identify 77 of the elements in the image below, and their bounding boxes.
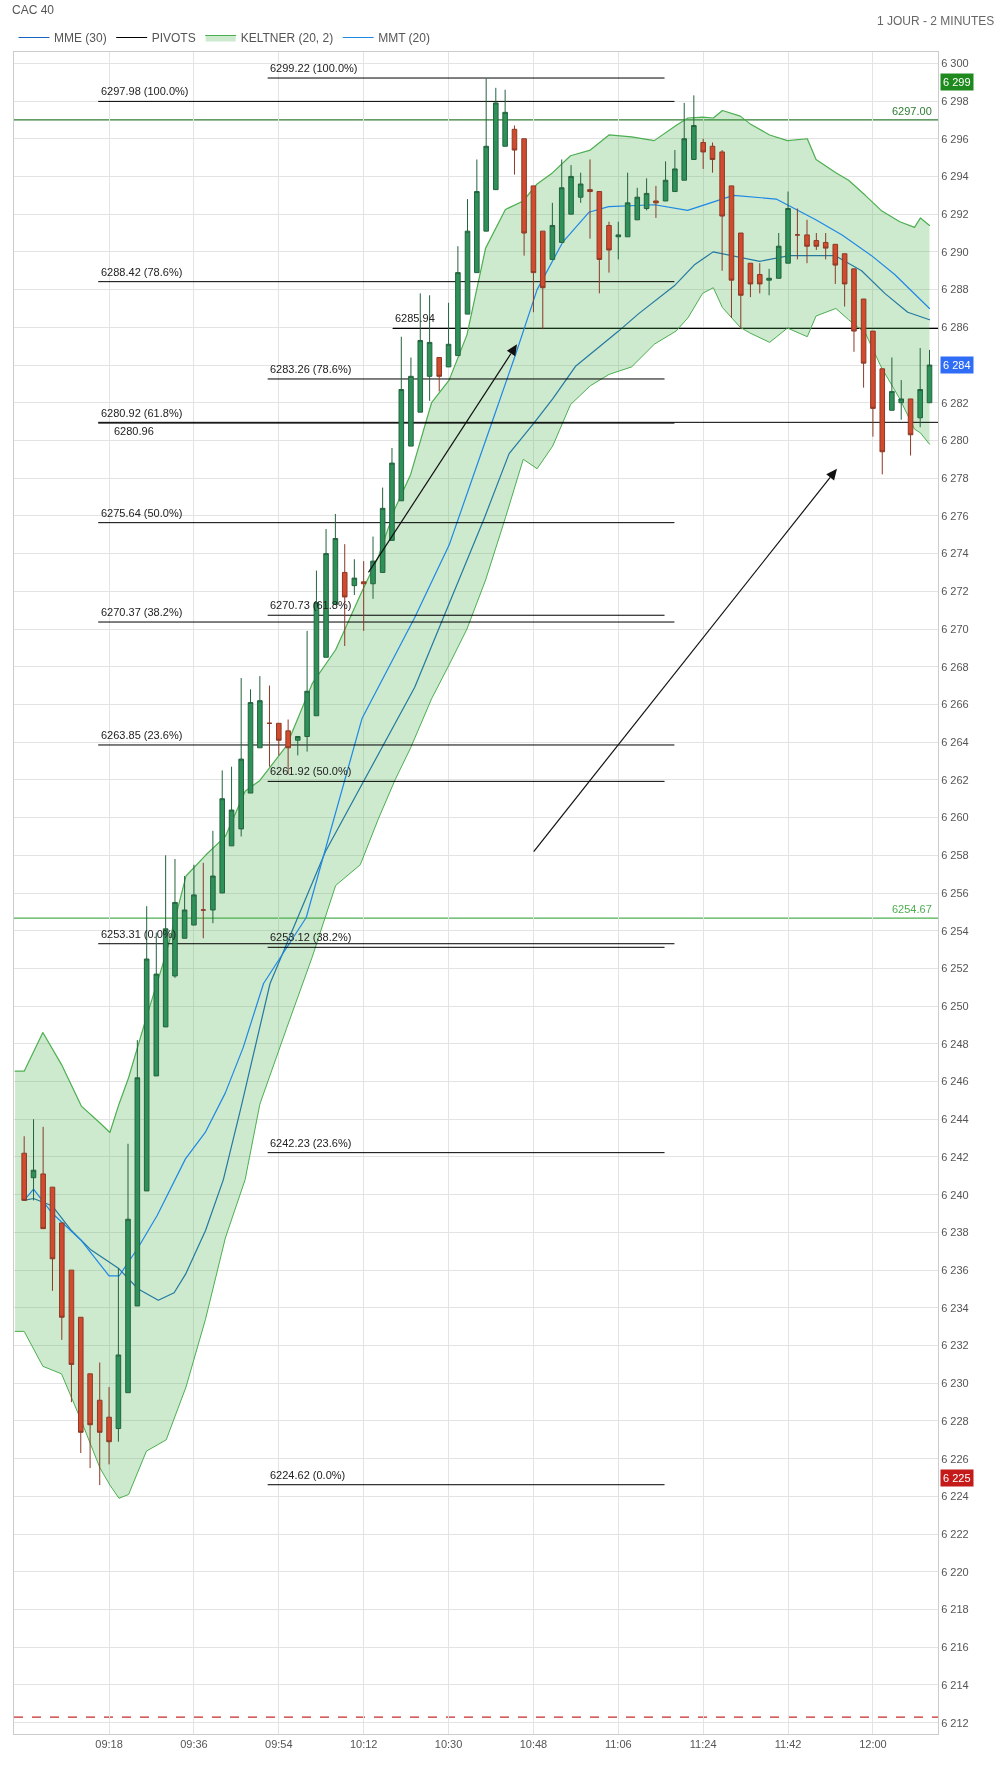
y-tick-label: 6 232 [941,1339,969,1352]
y-tick-label: 6 218 [941,1603,969,1616]
annotation: 6 225 [943,1472,971,1484]
y-tick-label: 6 278 [941,472,969,485]
y-tick-label: 6 248 [941,1037,969,1050]
annotation: 6283.26 (78.6%) [270,363,352,375]
y-tick-label: 6 246 [941,1075,969,1088]
y-tick-label: 6 220 [941,1565,969,1578]
y-tick-label: 6 252 [941,962,969,975]
annotation: 6261.92 (50.0%) [270,765,352,777]
x-tick-label: 10:48 [519,1738,548,1751]
y-tick-label: 6 250 [941,999,969,1012]
y-tick-label: 6 258 [941,849,969,862]
y-tick-label: 6 282 [941,396,969,409]
y-tick-label: 6 242 [941,1150,969,1163]
y-tick-label: 6 230 [941,1377,969,1390]
y-tick-label: 6 236 [941,1263,969,1276]
y-tick-label: 6 264 [941,736,969,748]
y-tick-label: 6 234 [941,1301,969,1314]
y-tick-label: 6 298 [941,94,969,107]
y-tick-label: 6 300 [941,57,969,70]
chart-subtitle: 1 JOUR - 2 MINUTES [877,14,995,28]
x-tick-label: 11:42 [774,1738,802,1751]
annotation: 6275.64 (50.0%) [101,507,183,519]
legend-label: MME (30) [54,31,107,46]
annotation: 6280.92 (61.8%) [101,407,183,419]
annotation: 6288.42 (78.6%) [101,266,183,278]
annotation: 6299.22 (100.0%) [270,62,358,74]
y-tick-label: 6 240 [941,1188,969,1201]
annotation: 6224.62 (0.0%) [270,1469,346,1481]
x-tick-label: 09:18 [95,1738,123,1751]
y-tick-label: 6 256 [941,886,969,899]
y-tick-label: 6 296 [941,132,969,145]
y-tick-label: 6 290 [941,245,969,258]
annotation: 6242.23 (23.6%) [270,1137,352,1149]
y-tick-label: 6 228 [941,1414,969,1427]
y-tick-label: 6 270 [941,622,969,635]
y-tick-label: 6 268 [941,660,969,673]
y-tick-label: 6 214 [941,1678,969,1691]
y-tick-label: 6 262 [941,773,969,786]
y-tick-label: 6 244 [941,1113,969,1126]
y-tick-label: 6 292 [941,208,969,221]
x-tick-label: 09:54 [265,1738,293,1751]
y-tick-label: 6 238 [941,1226,969,1239]
annotation: 6 299 [943,76,971,88]
annotation: 6263.85 (23.6%) [101,729,183,741]
y-tick-label: 6 288 [941,283,969,296]
annotation: 6280.96 [114,425,154,437]
annotation: 6297.98 (100.0%) [101,85,189,97]
legend-label: PIVOTS [151,31,196,46]
y-tick-label: 6 294 [941,170,969,183]
ref-line-label: 6297.00 [892,105,932,117]
y-tick-label: 6 266 [941,698,969,711]
y-tick-label: 6 224 [941,1490,969,1503]
annotation: 6 284 [943,359,971,371]
y-tick-label: 6 260 [941,811,969,824]
y-tick-label: 6 216 [941,1641,969,1654]
ref-line-label: 6254.67 [892,903,932,915]
legend-label: KELTNER (20, 2) [240,31,334,46]
x-tick-label: 09:36 [180,1738,208,1751]
legend-label: MMT (20) [378,31,430,46]
annotation: 6270.37 (38.2%) [101,606,183,618]
x-tick-label: 11:24 [689,1738,717,1751]
y-tick-label: 6 212 [941,1716,969,1729]
y-tick-label: 6 254 [941,924,969,937]
y-tick-label: 6 274 [941,547,969,560]
y-tick-label: 6 280 [941,434,969,447]
y-tick-label: 6 276 [941,509,969,522]
y-tick-label: 6 226 [941,1452,969,1465]
x-tick-label: 10:12 [349,1738,378,1751]
y-tick-label: 6 222 [941,1527,969,1540]
chart-title: CAC 40 [12,2,55,17]
x-tick-label: 11:06 [604,1738,632,1751]
y-tick-label: 6 272 [941,585,969,598]
x-tick-label: 12:00 [859,1738,887,1751]
y-tick-label: 6 286 [941,321,969,334]
x-tick-label: 10:30 [434,1738,463,1751]
